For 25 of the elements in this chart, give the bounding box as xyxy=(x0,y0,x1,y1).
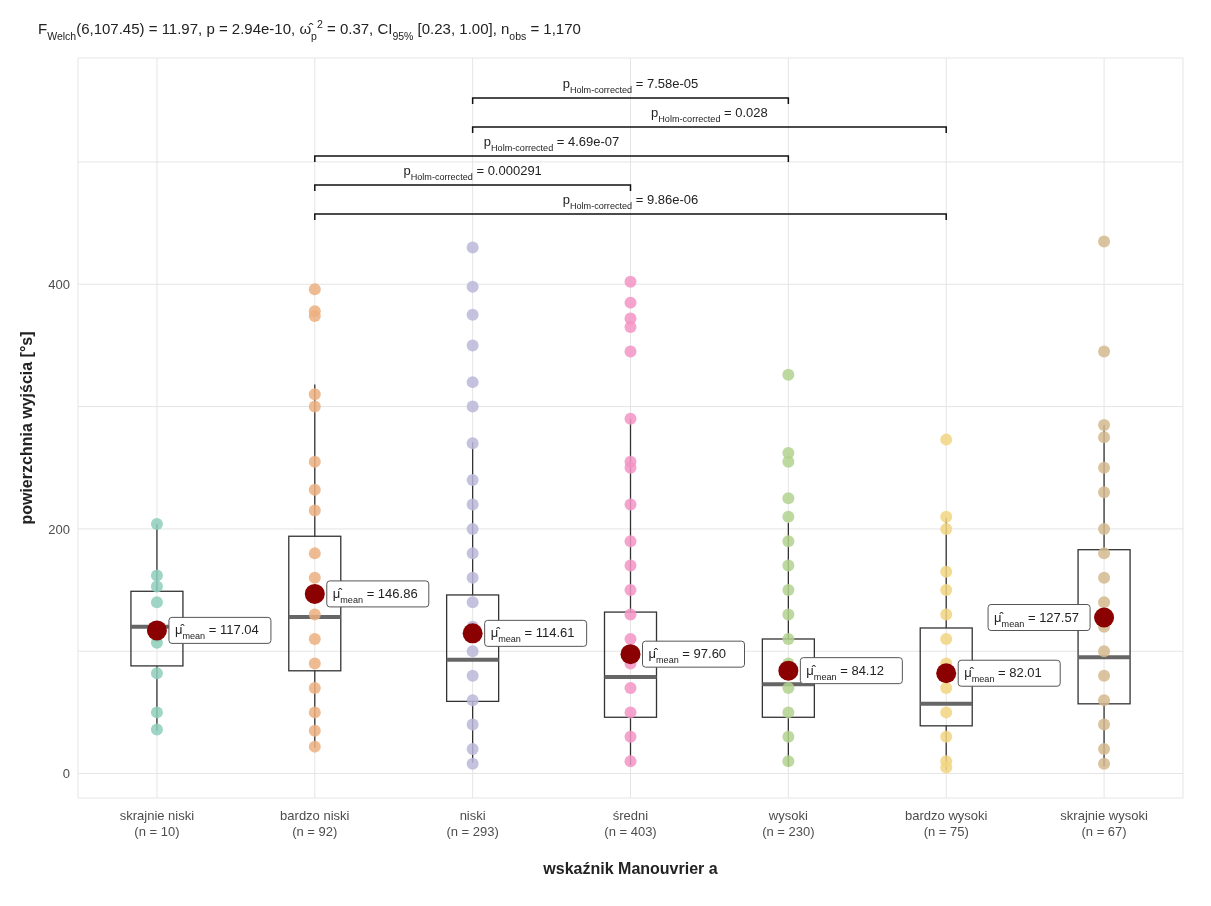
data-label: μ̂$_{mean}$ = 146.86 xyxy=(332,585,418,605)
annotation: p$_{Holm-corrected}$ = 9.86e-06 xyxy=(562,192,699,211)
x-tick-label: bardzo niski (n = 92) xyxy=(280,808,350,839)
data-label: μ̂$_{mean}$ = 127.57 xyxy=(994,609,1079,629)
data-label: μ̂$_{mean}$ = 117.04 xyxy=(174,622,259,642)
x-tick-label: bardzo wysoki (n = 75) xyxy=(905,808,988,839)
data-label: μ̂$_{mean}$ = 97.60 xyxy=(648,646,727,666)
annotation: p$_{Holm-corrected}$ = 7.58e-05 xyxy=(562,76,699,95)
annotation: p$_{Holm-corrected}$ = 0.000291 xyxy=(403,163,542,182)
annotation: p$_{Holm-corrected}$ = 4.69e-07 xyxy=(483,134,620,153)
x-tick-label: skrajnie wysoki (n = 67) xyxy=(1060,808,1148,839)
x-axis-title: wskaźnik Manouvrier a xyxy=(542,860,718,877)
data-label: μ̂$_{mean}$ = 82.01 xyxy=(964,665,1042,685)
x-tick-label: skrajnie niski (n = 10) xyxy=(119,808,195,839)
y-tick-label: 400 xyxy=(48,276,70,292)
x-tick-label: niski (n = 293) xyxy=(446,808,499,839)
annotation: p$_{Holm-corrected}$ = 0.028 xyxy=(651,105,768,124)
chart-title: F$_{Welch}$(6,107.45) = 11.97, p = 2.94e-10, ω̂$_{p}$$^{2}$ = 0.37, CI$_{95%}$ [0.23, 1.00], n$_{obs}$ = 1,170 xyxy=(38,18,581,42)
x-tick-label: średni (n = 403) xyxy=(604,808,657,839)
data-label: μ̂$_{mean}$ = 84.12 xyxy=(806,662,884,682)
x-tick-label: wysoki (n = 230) xyxy=(762,808,815,839)
data-label: μ̂$_{mean}$ = 114.61 xyxy=(490,625,575,645)
y-axis-title: powierzchnia wyjścia [°s] xyxy=(17,331,35,525)
y-tick-label: 200 xyxy=(48,521,70,537)
y-tick-label: 0 xyxy=(62,766,70,782)
